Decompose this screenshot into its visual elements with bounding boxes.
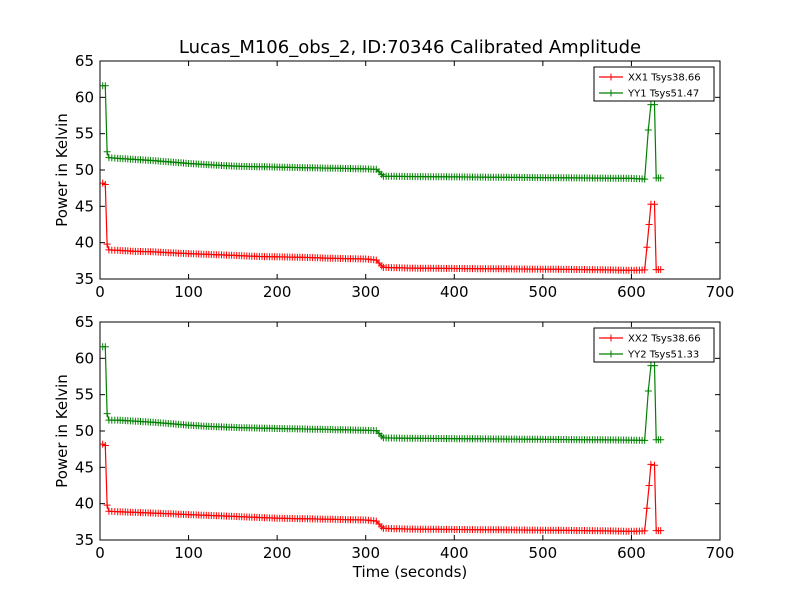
legend-label: YY1 Tsys51.47 xyxy=(627,89,699,100)
x-tick-label: 0 xyxy=(95,544,105,562)
legend-label: XX1 Tsys38.66 xyxy=(628,73,701,84)
y-tick-label: 40 xyxy=(75,495,94,513)
series-2 xyxy=(100,82,665,183)
x-tick-label: 700 xyxy=(706,544,735,562)
y-tick-label: 65 xyxy=(75,313,94,331)
legend-marker xyxy=(607,73,615,81)
series-markers xyxy=(100,440,665,535)
y-tick-label: 45 xyxy=(75,197,94,215)
legend-entry: XX1 Tsys38.66 xyxy=(599,73,701,84)
series-markers xyxy=(100,179,665,274)
legend-marker xyxy=(607,350,615,358)
x-tick-label: 100 xyxy=(174,544,203,562)
y-tick-label: 50 xyxy=(75,422,94,440)
x-tick-label: 300 xyxy=(351,283,380,301)
x-axis-label: Time (seconds) xyxy=(352,563,468,581)
y-tick-label: 35 xyxy=(75,531,94,549)
series-markers xyxy=(100,343,665,444)
plot-panels: 0 100 200 300 400 500 600 70035404550556065Powe… xyxy=(53,52,734,581)
x-tick-label: 600 xyxy=(617,283,646,301)
legend-box xyxy=(593,327,715,363)
legend-entry: YY1 Tsys51.47 xyxy=(599,89,699,100)
plot-1: 0 100 200 300 400 500 600 700 35 40 45 50 55 60 65 Powe… xyxy=(53,52,734,301)
legend: XX2 Tsys38.66 YY2 Tsys51.33 xyxy=(593,327,715,363)
y-tick-label: 40 xyxy=(75,234,94,252)
series-1 xyxy=(100,179,665,274)
y-tick-label: 60 xyxy=(75,88,94,106)
x-tick-label: 100 xyxy=(174,283,203,301)
legend: XX1 Tsys38.66 YY1 Tsys51.47 xyxy=(593,66,715,102)
chart-title: Lucas_M106_obs_2, ID:70346 Calibrated Am… xyxy=(179,37,641,58)
y-tick-label: 55 xyxy=(75,386,94,404)
series-1 xyxy=(100,440,665,535)
x-tick-label: 500 xyxy=(529,544,558,562)
legend-box xyxy=(593,66,715,102)
legend-entry: YY2 Tsys51.33 xyxy=(599,350,699,361)
series-markers xyxy=(100,82,665,183)
x-tick-label: 200 xyxy=(263,283,292,301)
x-tick-label: 400 xyxy=(440,283,469,301)
y-tick-label: 45 xyxy=(75,458,94,476)
legend-marker xyxy=(607,89,615,97)
legend-label: XX2 Tsys38.66 xyxy=(628,334,701,345)
y-axis-label: Power in Kelvin xyxy=(53,113,71,227)
legend-entry: XX2 Tsys38.66 xyxy=(599,334,701,345)
y-axis-label: Power in Kelvin xyxy=(53,374,71,488)
x-tick-label: 200 xyxy=(263,544,292,562)
y-tick-label: 35 xyxy=(75,270,94,288)
x-tick-label: 0 xyxy=(95,283,105,301)
plot-2: 0 100 200 300 400 500 600 700 35 40 45 50 55 60 65 Powe… xyxy=(53,313,734,581)
y-tick-label: 50 xyxy=(75,161,94,179)
y-tick-label: 65 xyxy=(75,52,94,70)
y-tick-label: 55 xyxy=(75,125,94,143)
x-tick-label: 400 xyxy=(440,544,469,562)
x-tick-label: 700 xyxy=(706,283,735,301)
x-tick-label: 600 xyxy=(617,544,646,562)
x-tick-label: 300 xyxy=(351,544,380,562)
x-tick-label: 500 xyxy=(529,283,558,301)
legend-label: YY2 Tsys51.33 xyxy=(627,350,699,361)
series-2 xyxy=(100,343,665,444)
y-tick-label: 60 xyxy=(75,349,94,367)
legend-marker xyxy=(607,334,615,342)
